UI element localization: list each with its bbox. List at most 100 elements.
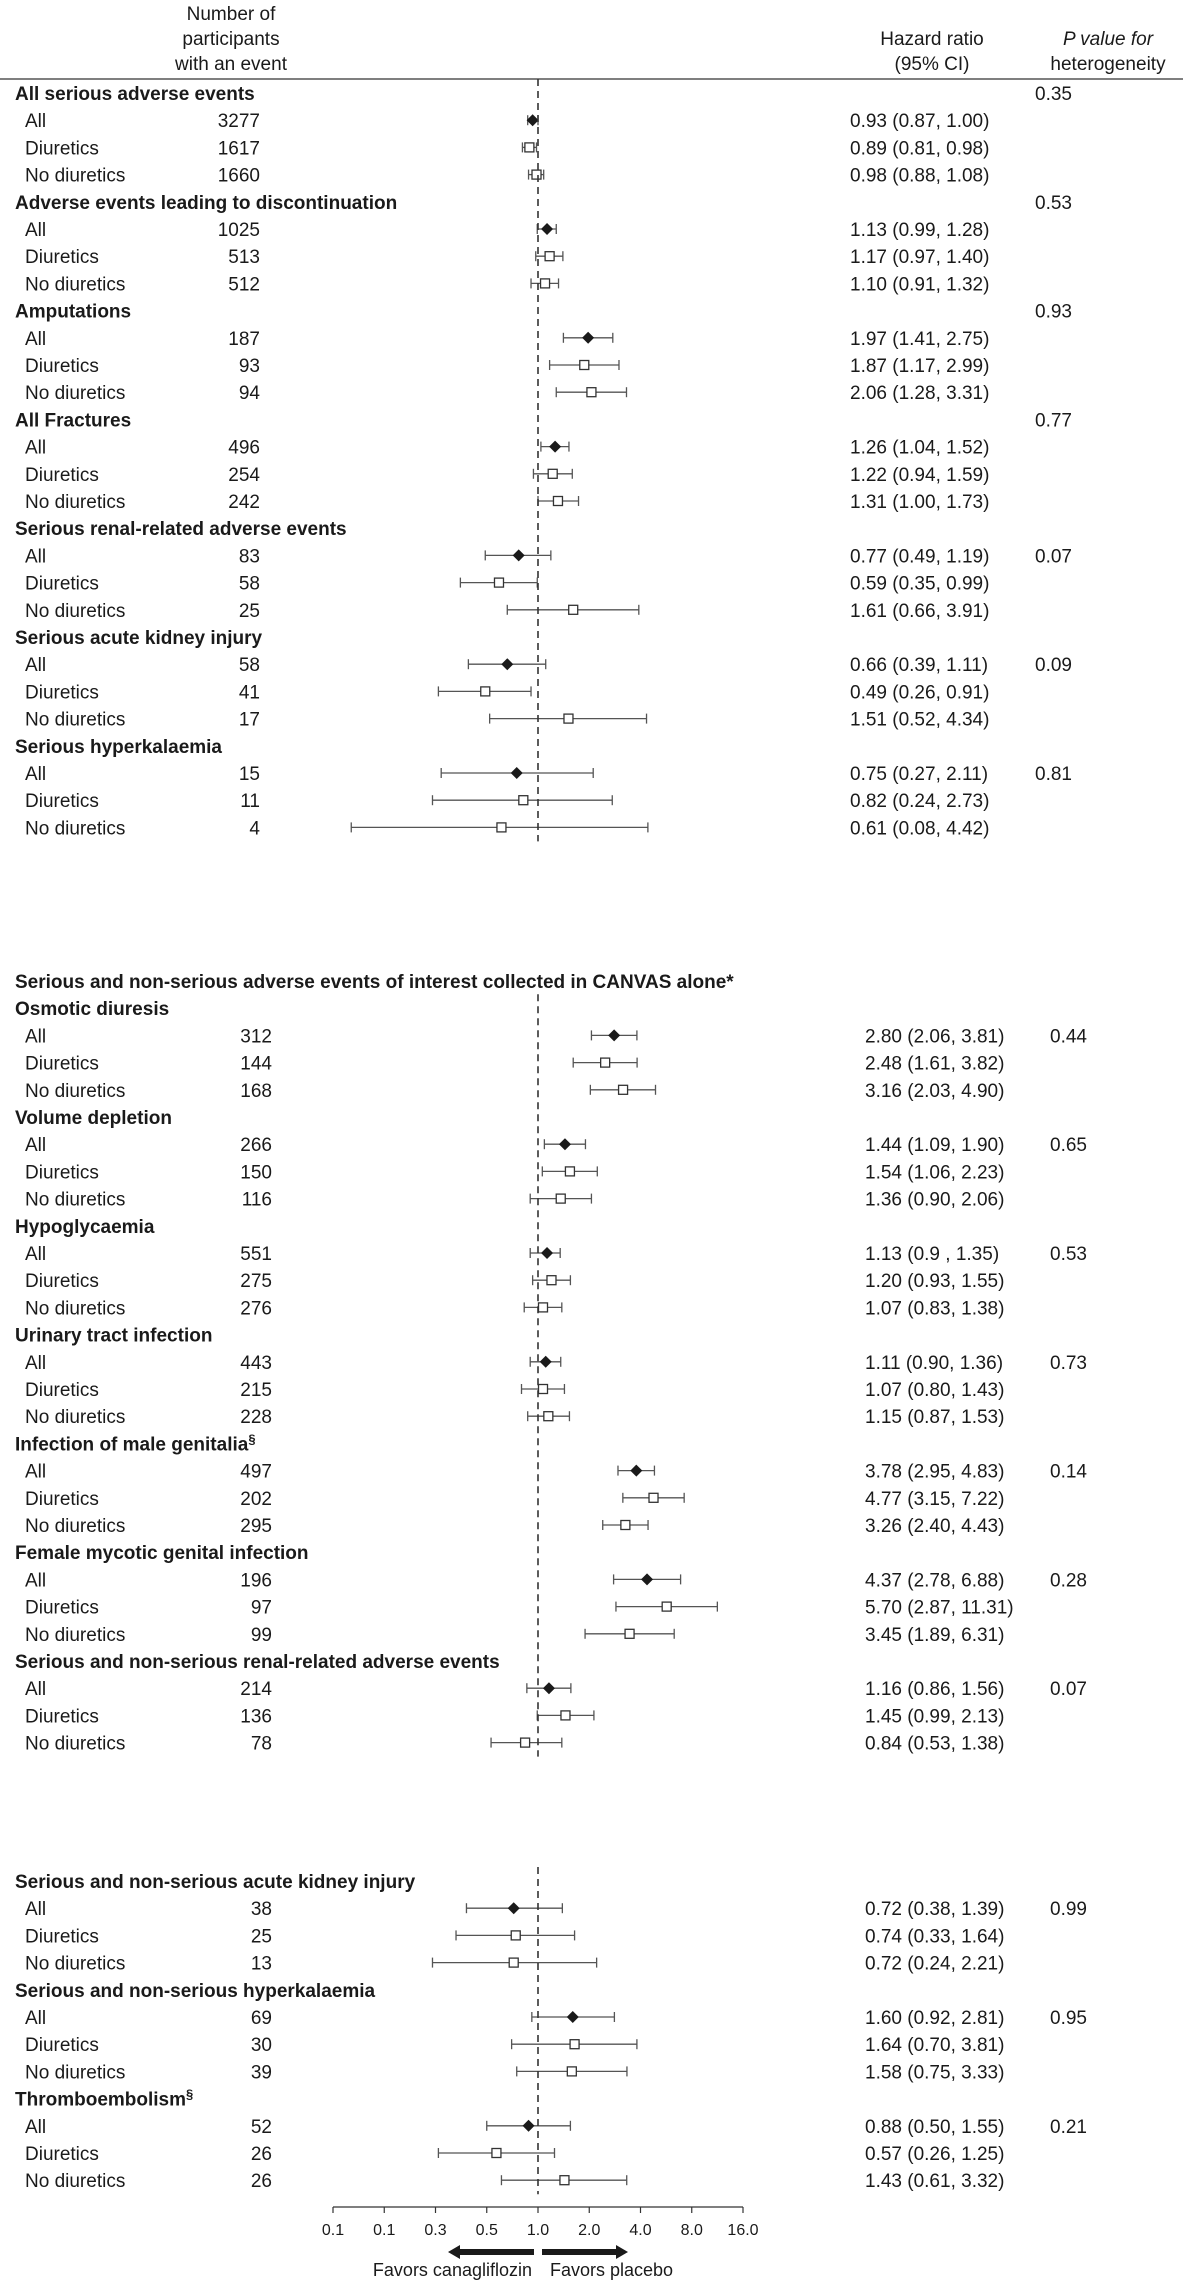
hazard-ratio-ci: 1.61 (0.66, 3.91) xyxy=(850,601,989,622)
table-row: All 214 1.16 (0.86, 1.56) 0.07 xyxy=(25,1679,1087,1700)
subgroup-title: Volume depletion xyxy=(15,1108,172,1129)
event-count: 15 xyxy=(239,764,260,785)
event-count: 295 xyxy=(240,1516,272,1537)
hazard-ratio-ci: 0.89 (0.81, 0.98) xyxy=(850,138,989,159)
row-label: Diuretics xyxy=(25,138,99,159)
table-row: All 196 4.37 (2.78, 6.88) 0.28 xyxy=(25,1570,1087,1591)
hazard-ratio-ci: 1.54 (1.06, 2.23) xyxy=(865,1162,1004,1183)
subgroup-title: Adverse events leading to discontinuatio… xyxy=(15,193,397,214)
row-label: Diuretics xyxy=(25,1598,99,1619)
hazard-ratio-ci: 0.49 (0.26, 0.91) xyxy=(850,682,989,703)
event-count: 266 xyxy=(240,1135,272,1156)
row-label: Diuretics xyxy=(25,465,99,486)
event-count: 17 xyxy=(239,710,260,731)
subgroup: Serious and non-serious renal-related ad… xyxy=(15,1652,1087,1755)
row-label: Diuretics xyxy=(25,1054,99,1075)
table-row: All 496 1.26 (1.04, 1.52) xyxy=(25,438,989,459)
event-count: 94 xyxy=(239,383,261,404)
point-estimate-square xyxy=(510,1930,521,1941)
subgroup: Hypoglycaemia All 551 1.13 (0.9 , 1.35) 0.53… xyxy=(15,1217,1087,1320)
p-value: 0.44 xyxy=(1050,1026,1087,1047)
row-label: No diuretics xyxy=(25,1190,125,1211)
row-label: Diuretics xyxy=(25,1271,99,1292)
table-row: No diuretics 13 0.72 (0.24, 2.21) xyxy=(25,1954,1004,1975)
event-count: 78 xyxy=(251,1734,272,1755)
event-count: 99 xyxy=(251,1625,272,1646)
table-row: Diuretics 275 1.20 (0.93, 1.55) xyxy=(25,1271,1004,1292)
row-label: Diuretics xyxy=(25,247,99,268)
table-row: All 52 0.88 (0.50, 1.55) 0.21 xyxy=(25,2117,1087,2138)
subgroup: Serious and non-serious hyperkalaemia All… xyxy=(15,1981,1087,2084)
event-count: 497 xyxy=(240,1462,272,1483)
hazard-ratio-ci: 0.84 (0.53, 1.38) xyxy=(865,1734,1004,1755)
row-label: Diuretics xyxy=(25,2035,99,2056)
table-row: Diuretics 136 1.45 (0.99, 2.13) xyxy=(25,1706,1004,1727)
subgroup-title: Serious acute kidney injury xyxy=(15,628,263,649)
table-row: All 443 1.11 (0.90, 1.36) 0.73 xyxy=(25,1353,1087,1374)
point-estimate-diamond xyxy=(558,1138,571,1151)
subgroup-title: Serious and non-serious acute kidney inj… xyxy=(15,1872,416,1893)
event-count: 551 xyxy=(240,1244,272,1265)
table-row: All 69 1.60 (0.92, 2.81) 0.95 xyxy=(25,2008,1087,2029)
point-estimate-diamond xyxy=(507,1902,520,1915)
hazard-ratio-ci: 1.16 (0.86, 1.56) xyxy=(865,1679,1004,1700)
hazard-ratio-ci: 0.57 (0.26, 1.25) xyxy=(865,2144,1004,2165)
hazard-ratio-ci: 0.59 (0.35, 0.99) xyxy=(850,574,989,595)
point-estimate-diamond xyxy=(522,2119,535,2132)
row-label: All xyxy=(25,1135,46,1156)
point-estimate-square xyxy=(543,1411,554,1422)
hazard-ratio-ci: 1.13 (0.99, 1.28) xyxy=(850,220,989,241)
hazard-ratio-ci: 1.10 (0.91, 1.32) xyxy=(850,274,989,295)
event-count: 4 xyxy=(249,818,260,839)
event-count: 196 xyxy=(240,1570,272,1591)
point-estimate-square xyxy=(552,495,564,507)
footnote-mark: § xyxy=(186,2087,193,2102)
row-label: Diuretics xyxy=(25,1489,99,1510)
point-estimate-square xyxy=(496,822,507,833)
table-row: Diuretics 30 1.64 (0.70, 3.81) xyxy=(25,2035,1004,2056)
subgroup: Volume depletion All 266 1.44 (1.09, 1.90) 0… xyxy=(15,1108,1087,1211)
event-count: 202 xyxy=(240,1489,272,1510)
subgroup: Serious and non-serious acute kidney inj… xyxy=(15,1872,1087,1975)
row-label: All xyxy=(25,1353,46,1374)
point-estimate-diamond xyxy=(542,1682,555,1695)
subgroup: Osmotic diuresis All 312 2.80 (2.06, 3.81) 0… xyxy=(15,999,1087,1102)
event-count: 83 xyxy=(239,546,260,567)
forest-panels: All serious adverse events 0.35 All 3277 0.9… xyxy=(15,79,1087,2195)
footnote-mark: § xyxy=(248,1431,255,1446)
row-label: All xyxy=(25,764,46,785)
table-row: No diuretics 17 1.51 (0.52, 4.34) xyxy=(25,710,989,731)
row-label: All xyxy=(25,1244,46,1265)
row-label: No diuretics xyxy=(25,166,125,187)
row-label: All xyxy=(25,1462,46,1483)
arrow-left-icon xyxy=(448,2245,534,2259)
row-label: Diuretics xyxy=(25,1162,99,1183)
subgroup-title: All serious adverse events xyxy=(15,84,255,105)
row-label: No diuretics xyxy=(25,2171,125,2192)
row-label: No diuretics xyxy=(25,1081,125,1102)
p-header-line-1: P value for xyxy=(1063,29,1154,50)
table-row: Diuretics 58 0.59 (0.35, 0.99) xyxy=(25,574,989,595)
event-count: 242 xyxy=(228,492,260,513)
event-count: 168 xyxy=(240,1081,272,1102)
p-value: 0.81 xyxy=(1035,764,1072,785)
row-label: Diuretics xyxy=(25,1706,99,1727)
p-value: 0.14 xyxy=(1050,1462,1087,1483)
participants-header-line-1: Number of xyxy=(187,4,276,25)
row-label: All xyxy=(25,220,46,241)
subgroup-title-text: Osmotic diuresis xyxy=(15,999,169,1020)
subgroup-title-text: Serious acute kidney injury xyxy=(15,628,263,649)
table-row: All 15 0.75 (0.27, 2.11) 0.81 xyxy=(25,764,1072,785)
event-count: 25 xyxy=(239,601,260,622)
row-label: No diuretics xyxy=(25,274,125,295)
table-row: Diuretics 215 1.07 (0.80, 1.43) xyxy=(25,1380,1004,1401)
subgroup-title-text: Serious and non-serious renal-related ad… xyxy=(15,1652,500,1673)
p-value: 0.53 xyxy=(1050,1244,1087,1265)
subgroup: Infection of male genitalia§ All 497 3.78 (… xyxy=(15,1431,1087,1537)
table-row: No diuretics 99 3.45 (1.89, 6.31) xyxy=(25,1625,1004,1646)
x-axis: 0.1 0.1 0.3 0.5 1.0 2.0 4.0 8.0 16.0 Favors canag… xyxy=(322,2206,759,2280)
table-row: Diuretics 25 0.74 (0.33, 1.64) xyxy=(25,1926,1004,1947)
subgroup-title: Serious and non-serious renal-related ad… xyxy=(15,1652,500,1673)
participants-header-line-2: participants xyxy=(182,29,279,50)
x-tick-label: 2.0 xyxy=(578,2222,600,2239)
